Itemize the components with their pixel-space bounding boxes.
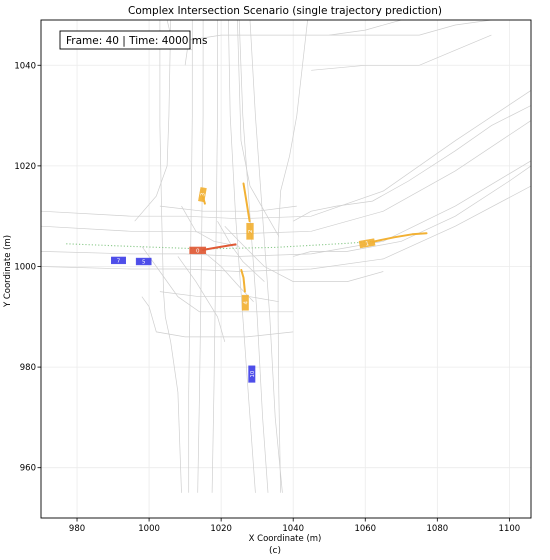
vehicle-2: 2 [246, 222, 254, 240]
lane-line [184, 20, 492, 66]
y-tick-label: 980 [20, 363, 36, 373]
vehicle-box [246, 222, 254, 240]
lane-line [181, 205, 240, 247]
y-tick-label: 1000 [14, 262, 36, 272]
lane-map [41, 20, 531, 493]
x-axis-ticks: 980 1000 1020 1040 1060 1080 1100 [69, 518, 520, 534]
history-trajectory [66, 240, 377, 250]
vehicles: 0 1 2 3 4 5 7 10 [111, 187, 376, 383]
lane-line [311, 34, 492, 71]
vehicle-id-label: 0 [196, 248, 200, 254]
x-tick-label: 1020 [210, 524, 232, 534]
vehicle-0: 0 [189, 246, 207, 255]
y-tick-label: 1040 [14, 61, 36, 71]
y-axis-ticks: 960 980 1000 1020 1040 [14, 61, 41, 474]
lane-line [141, 296, 294, 338]
trajectory-0 [202, 243, 237, 251]
info-box-text: Frame: 40 | Time: 4000 ms [66, 35, 208, 47]
x-tick-label: 1000 [138, 524, 160, 534]
vehicle-box [111, 256, 126, 265]
lane-line [237, 20, 280, 237]
lane-line [41, 120, 531, 235]
vehicle-box [358, 238, 376, 249]
x-axis-label: X Coordinate (m) [249, 534, 322, 544]
vehicle-id-label: 4 [243, 300, 249, 304]
vehicle-id-label: 10 [250, 370, 256, 377]
lane-line [134, 20, 172, 222]
y-axis-label: Y Coordinate (m) [3, 235, 13, 308]
plot-frame [40, 19, 532, 519]
x-tick-label: 1100 [499, 524, 521, 534]
lane-line [249, 20, 283, 493]
lane-line [141, 246, 294, 313]
vehicle-3: 3 [198, 187, 207, 203]
y-tick-label: 960 [20, 464, 36, 474]
figure-caption: (c) [269, 546, 281, 556]
x-tick-label: 1080 [427, 524, 449, 534]
vehicle-4: 4 [241, 294, 249, 311]
vehicle-5: 5 [135, 257, 152, 266]
lane-line [217, 221, 265, 282]
vehicle-id-label: 7 [117, 258, 121, 264]
lane-line [41, 90, 531, 220]
lane-line [188, 20, 193, 493]
lane-line [329, 20, 402, 36]
lane-line [159, 20, 182, 493]
lane-line [177, 256, 226, 342]
lane-line [228, 20, 256, 493]
lane-line [277, 20, 308, 493]
lane-line [238, 20, 269, 493]
lane-line [41, 160, 531, 257]
lane-line [211, 20, 218, 493]
vehicle-box [189, 246, 207, 255]
vehicle-7: 7 [111, 256, 126, 265]
lane-line [202, 251, 254, 302]
vehicle-id-label: 1 [365, 241, 369, 248]
x-tick-label: 980 [69, 524, 85, 534]
trajectory-4 [240, 269, 246, 293]
lane-line [159, 205, 297, 212]
vehicle-id-label: 2 [248, 230, 254, 234]
chart-title: Complex Intersection Scenario (single tr… [128, 5, 442, 17]
vehicle-box [248, 365, 256, 383]
vehicle-1: 1 [358, 238, 376, 249]
vehicle-box [241, 294, 249, 311]
x-tick-label: 1060 [354, 524, 376, 534]
vehicle-box [198, 187, 207, 203]
lane-line [197, 20, 204, 493]
x-tick-label: 1040 [282, 524, 304, 534]
vehicle-id-label: 5 [142, 260, 146, 266]
vehicle-id-label: 3 [200, 192, 207, 197]
lane-line [224, 225, 384, 282]
lane-line [293, 105, 531, 222]
vehicle-10: 10 [248, 365, 256, 383]
history-path [66, 240, 377, 250]
lane-line [159, 291, 279, 303]
grid [41, 20, 531, 518]
vehicle-box [135, 257, 152, 266]
lane-line [293, 165, 531, 257]
plot-area [41, 20, 531, 518]
trajectory-1 [371, 232, 428, 243]
trajectory-2 [242, 182, 251, 223]
info-box: Frame: 40 | Time: 4000 ms [59, 30, 208, 50]
y-tick-label: 1020 [14, 162, 36, 172]
lane-line [41, 185, 531, 272]
